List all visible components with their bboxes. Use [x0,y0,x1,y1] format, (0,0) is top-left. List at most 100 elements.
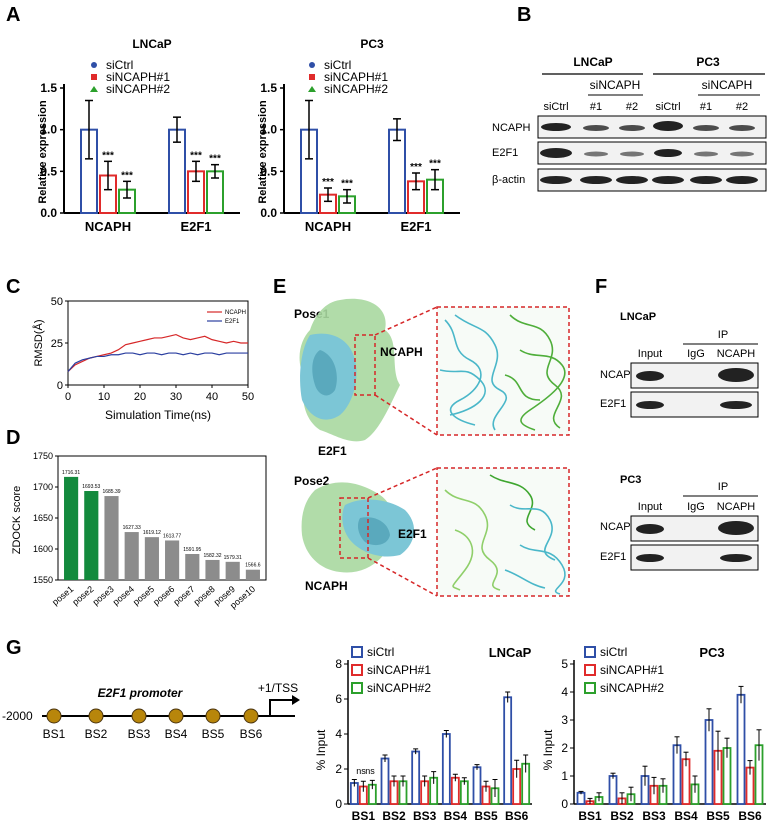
panel-b-lane-1: siCtrl [543,101,568,113]
value-label: 1685.39 [102,489,120,495]
panel-letter-d: D [6,427,21,449]
panel-letter-g: G [6,637,22,659]
band [720,401,752,409]
binding-site-label: BS1 [43,727,66,741]
x-tick-label: 50 [242,391,254,403]
y-tick-label: 0.0 [260,206,277,220]
value-label: 1591.95 [183,547,201,553]
panel-b-lane-5: #1 [700,101,712,113]
value-label: 1613.77 [163,533,181,539]
bar [608,775,618,805]
legend-siCtrl-label: siCtrl [600,645,627,659]
band [584,151,608,157]
bar [64,476,79,580]
y-tick-label: 1650 [33,513,53,523]
value-label: 1619.12 [143,530,161,536]
band [636,371,664,381]
panel-e-pose2-label: Pose2 [294,474,330,488]
x-tick-label: BS2 [610,809,634,823]
x-tick-label: 40 [206,391,218,403]
x-tick-label: BS1 [352,809,376,823]
y-tick-label: 4 [335,727,342,741]
band [541,123,571,131]
panel-c-legend: NCAPH E2F1 [207,310,246,325]
x-tick-label: pose7 [171,584,196,607]
significance-label: *** [410,162,422,173]
band [652,176,684,184]
panel-letter-e: E [273,276,287,298]
y-tick-label: 0.0 [40,206,57,220]
y-tick-label: 0.5 [40,164,57,178]
panel-letter-b: B [517,4,532,26]
binding-site-label: BS3 [128,727,151,741]
x-tick-label: BS1 [578,809,602,823]
band [540,148,572,158]
y-tick-label: 1.5 [40,81,57,95]
bar [576,791,586,805]
promoter-start-label: -2000 [2,709,33,723]
bar [411,750,421,805]
y-tick-label: 1 [561,769,568,783]
panel-b-sincaph-label-1: siNCAPH [590,78,641,92]
panel-c-ylabel: RMSD(Å) [32,319,45,366]
panel-b-row-actin: β-actin [492,174,525,186]
significance-label: *** [429,159,441,170]
panel-f-row-ncaph-2: NCAPH [600,521,639,533]
binding-site-marker [205,708,221,724]
band [636,554,664,562]
x-tick-label: BS3 [413,809,437,823]
bar [205,559,220,580]
panel-f-lane-igg-2: IgG [687,501,705,513]
x-tick-label: BS4 [674,809,698,823]
legend-siNCAPH2-marker [90,86,98,92]
bar [124,532,139,580]
significance-label: *** [121,170,133,181]
panel-b-row-ncaph: NCAPH [492,122,531,134]
pose2-protein-surface [301,482,415,573]
panel-e-pose1-ncaph: NCAPH [380,345,423,359]
panel-c-xlabel: Simulation Time(ns) [105,408,211,422]
band [718,368,754,382]
panel-f-lncap-label: LNCaP [620,311,656,323]
bar [736,693,746,805]
legend-ncaph-label: NCAPH [225,310,246,316]
binding-site-marker [88,708,104,724]
x-tick-label: E2F1 [180,219,211,234]
y-tick-label: 2 [561,741,568,755]
panel-c-plot-frame [67,300,249,386]
legend-siNCAPH2-label: siNCAPH#2 [600,681,664,695]
bar [104,496,119,580]
significance-label: *** [190,150,202,161]
band [654,149,682,157]
bar [704,719,714,805]
panel-d-ylabel: ZDOCK score [11,486,23,554]
band [690,176,722,184]
panel-letter-c: C [6,276,21,298]
panel-letter-f: F [595,276,608,298]
series-line-e2f1 [67,352,248,372]
y-tick-label: 5 [561,657,568,671]
band [636,524,664,534]
band [720,554,752,562]
legend-siNCAPH1-label: siNCAPH#1 [324,70,388,84]
tss-label: +1/TSS [258,681,298,695]
x-tick-label: E2F1 [400,219,431,234]
x-tick-label: pose2 [70,584,95,607]
x-tick-label: BS5 [706,809,730,823]
panel-g-lncap-ylabel: % Input [314,729,328,770]
legend-siNCAPH1-marker [584,664,596,676]
x-tick-label: 30 [170,391,182,403]
legend-siNCAPH1-marker [351,664,363,676]
bar [441,733,451,805]
pose1-zoom-line-bottom [374,394,438,436]
panel-f-row-ncaph-1: NCAPH [600,369,639,381]
value-label: 1566.6 [245,563,261,569]
value-label: 1693.53 [82,484,100,490]
y-tick-label: 4 [561,685,568,699]
legend-siNCAPH1-label: siNCAPH#1 [600,663,664,677]
bar [672,744,682,805]
pose1-zoom-line-top [374,306,438,336]
panel-b-e2f1-blot [537,141,767,165]
x-tick-label: pose5 [131,584,156,607]
panel-letter-a: A [6,4,21,26]
